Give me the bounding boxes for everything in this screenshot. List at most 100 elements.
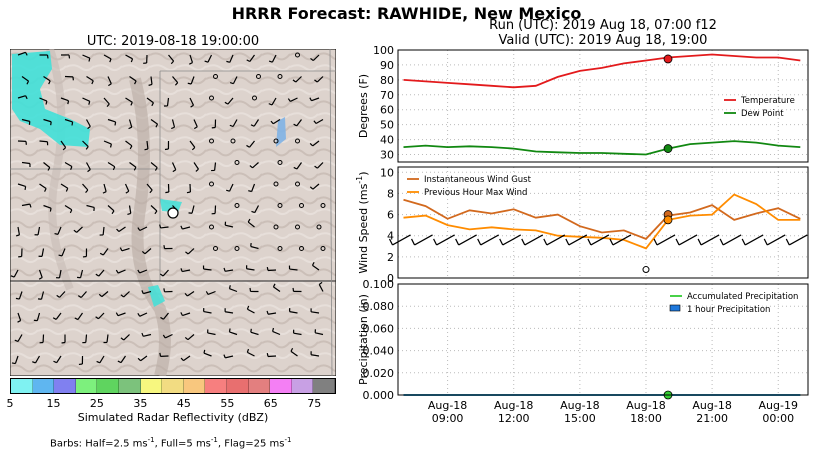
wind-barb xyxy=(203,310,212,314)
wind-barb-feather xyxy=(144,148,149,151)
wind-barb-feather xyxy=(127,212,131,216)
colorbar-tick-label: 55 xyxy=(220,397,234,410)
wind-barb-feather xyxy=(98,293,103,298)
calm-wind-circle xyxy=(295,181,300,187)
wind-barb xyxy=(252,162,259,169)
colorbar-tick-label: 5 xyxy=(7,397,14,410)
wind-barb xyxy=(41,248,45,257)
wind-barb-feather xyxy=(246,305,250,310)
wind-barb xyxy=(107,76,112,85)
wind-barb-feather xyxy=(109,143,112,148)
wind-barb-feather xyxy=(247,218,251,223)
calm-wind-circle xyxy=(234,246,240,251)
wind-barb xyxy=(64,161,73,168)
valid-line: Valid (UTC): 2019 Aug 18, 19:00 xyxy=(498,33,708,48)
wind-barb-feather xyxy=(455,238,460,246)
wind-barb xyxy=(312,183,320,190)
wind-barb-feather xyxy=(165,191,169,194)
wind-barb xyxy=(191,205,195,214)
wind-barb-feather xyxy=(160,316,164,320)
wind-barb xyxy=(247,351,255,357)
wind-barb xyxy=(612,234,632,246)
wind-barb xyxy=(203,352,212,357)
wind-barb-feather xyxy=(87,169,91,173)
colorbar-label: Simulated Radar Reflectivity (dBZ) xyxy=(78,411,269,424)
wind-barb xyxy=(128,205,132,214)
wind-barb xyxy=(162,269,169,277)
wind-barb-feather xyxy=(102,191,107,194)
wind-barb-feather xyxy=(32,361,36,364)
wind-barb xyxy=(150,76,153,85)
wind-barb xyxy=(187,334,195,341)
wind-barb-feather xyxy=(52,317,57,320)
wind-barb xyxy=(225,311,234,314)
wind-barb xyxy=(251,183,256,192)
wind-barb-feather xyxy=(112,166,116,171)
wind-barb xyxy=(125,54,133,60)
calm-wind-circle xyxy=(273,138,279,144)
wind-barb-feather xyxy=(184,336,189,341)
wind-barb xyxy=(17,334,23,342)
wind-barb-feather xyxy=(499,238,504,246)
wind-barb xyxy=(85,162,91,170)
wind-barb xyxy=(311,97,320,102)
wind-barb-feather xyxy=(116,228,120,232)
wind-barb xyxy=(182,269,191,273)
wind-barb xyxy=(60,97,69,102)
wind-barb-feather xyxy=(10,275,15,278)
wind-barb xyxy=(17,226,21,235)
y-tick-label: 2 xyxy=(387,251,394,264)
wind-barb-feather xyxy=(68,54,71,59)
wind-barb xyxy=(436,234,455,246)
wind-barb xyxy=(107,161,116,168)
wind-barb-feather xyxy=(62,147,67,151)
wind-barb-feather xyxy=(15,234,20,237)
radar-echo-south xyxy=(148,285,165,307)
wind-barb-feather xyxy=(318,281,323,285)
colorbar-segment xyxy=(313,379,335,393)
wind-barb xyxy=(13,269,19,278)
colorbar-segment xyxy=(11,379,33,393)
wind-barb-feather xyxy=(675,238,680,246)
wind-barb-feather xyxy=(477,238,482,246)
wind-barb-feather xyxy=(47,167,51,171)
wind-barb-feather xyxy=(180,268,183,272)
wind-barb xyxy=(318,284,324,292)
wind-barb xyxy=(168,54,175,62)
wind-barb xyxy=(37,226,41,235)
y-axis-label-close: ) xyxy=(357,171,370,175)
wind-barb-feather xyxy=(159,352,162,357)
legend-label: Accumulated Precipitation xyxy=(687,292,798,302)
colorbar-segment xyxy=(248,379,271,393)
wind-barb-feather xyxy=(125,190,130,194)
wind-barb-feather xyxy=(134,80,137,85)
y-tick-label: 0 xyxy=(387,272,394,285)
calm-wind-circle xyxy=(213,74,218,79)
calm-wind-circle xyxy=(230,138,236,144)
wind-barb xyxy=(225,355,234,359)
wind-barb-feather xyxy=(180,225,183,230)
legend-label: 1 hour Precipitation xyxy=(687,305,770,315)
wind-barb-feather xyxy=(67,100,70,105)
wind-barb-feather xyxy=(226,189,230,192)
wind-barb-feather xyxy=(163,245,166,249)
wind-barb xyxy=(43,118,52,123)
wind-barb-feather xyxy=(154,210,158,215)
wind-barb xyxy=(162,312,169,320)
wind-barb xyxy=(77,312,83,320)
wind-barb xyxy=(117,269,126,274)
chart-panel-1: 30 40 50 60 70 80 90 100 Degrees (F) Temperature D… xyxy=(357,44,809,163)
y-tick-label: 40 xyxy=(380,134,394,147)
wind-barb-feather xyxy=(309,97,313,102)
wind-barb xyxy=(458,234,477,246)
wind-barb-feather xyxy=(120,294,125,298)
wind-barb-feather xyxy=(114,121,117,126)
wind-barb-feather xyxy=(310,57,314,62)
wind-barb-feather xyxy=(195,168,199,172)
wind-barb xyxy=(140,355,148,362)
wind-barb xyxy=(56,355,62,364)
wind-barb-feather xyxy=(128,126,133,130)
wind-barb-feather xyxy=(609,238,614,246)
wind-barb-feather xyxy=(45,100,48,105)
calm-wind-circle xyxy=(295,138,300,144)
